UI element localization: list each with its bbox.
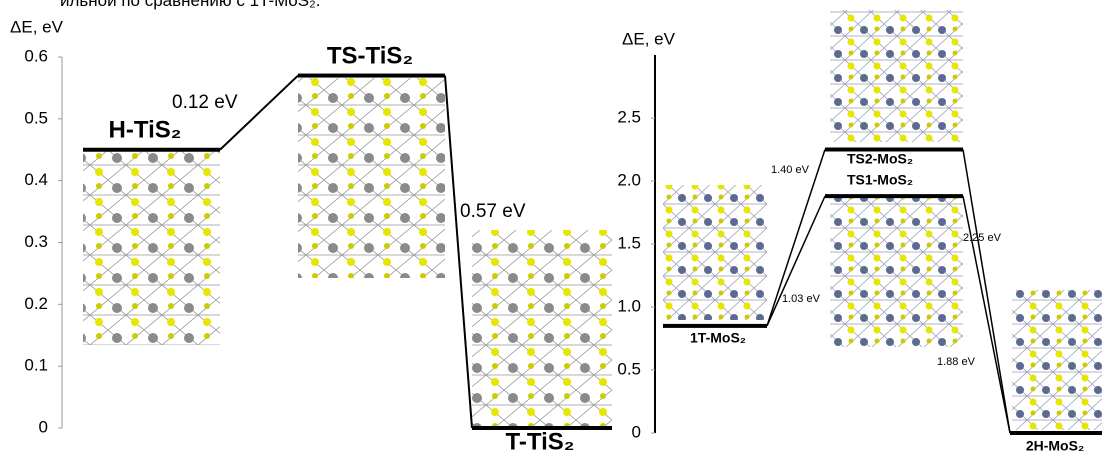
y-axis-title: ΔE, eV [622, 29, 676, 48]
energy-level [83, 148, 220, 152]
y-axis-title: ΔE, eV [10, 17, 64, 36]
y-tick-label: 0.1 [24, 356, 48, 375]
y-tick-label: 0.5 [24, 108, 48, 127]
level-label: T-TiS₂ [506, 428, 575, 455]
y-tick-label: 0.2 [24, 294, 48, 313]
connector [963, 150, 1010, 434]
energy-level [1010, 431, 1102, 435]
header-text: ильной по сравнению с 1T-MoS₂. [60, 0, 320, 10]
y-tick-label: 2.5 [617, 107, 641, 126]
y-tick-label: 0.5 [617, 359, 641, 378]
connector [767, 196, 825, 326]
energy-level [298, 74, 445, 78]
y-tick-label: 1.5 [617, 233, 641, 252]
level-label: TS-TiS₂ [327, 42, 413, 69]
barrier-annotation: 1.03 eV [782, 293, 821, 305]
level-label: 1T-MoS₂ [690, 330, 746, 346]
y-tick-label: 2.0 [617, 170, 641, 189]
barrier-annotation: 0.57 eV [460, 201, 526, 222]
barrier-annotation: 1.88 eV [937, 356, 976, 368]
energy-level [663, 324, 767, 328]
barrier-annotation: 2.25 eV [963, 232, 1002, 244]
y-tick-label: 1.0 [617, 296, 641, 315]
level-label: TS1-MoS₂ [847, 172, 913, 188]
y-tick-label: 0 [39, 417, 48, 436]
y-tick-label: 0.3 [24, 232, 48, 251]
structure-image [1012, 290, 1102, 430]
structure-image [83, 150, 220, 345]
structure-image [472, 230, 612, 426]
structure-image [663, 185, 767, 320]
y-tick-label: 0.4 [24, 170, 48, 189]
structure-image [830, 10, 963, 142]
y-tick-label: 0.6 [24, 46, 48, 65]
energy-level [825, 194, 963, 198]
barrier-annotation: 0.12 eV [172, 92, 238, 113]
level-label: 2H-MoS₂ [1026, 438, 1084, 454]
structure-image [830, 195, 963, 347]
figure: ильной по сравнению с 1T-MoS₂. ΔE, eV 0 0.… [0, 0, 1102, 455]
level-label: TS2-MoS₂ [847, 151, 913, 167]
y-tick-label: 0 [632, 422, 641, 441]
level-label: H-TiS₂ [109, 116, 182, 143]
connector [445, 76, 472, 428]
structure-image [298, 78, 445, 278]
barrier-annotation: 1.40 eV [771, 164, 810, 176]
